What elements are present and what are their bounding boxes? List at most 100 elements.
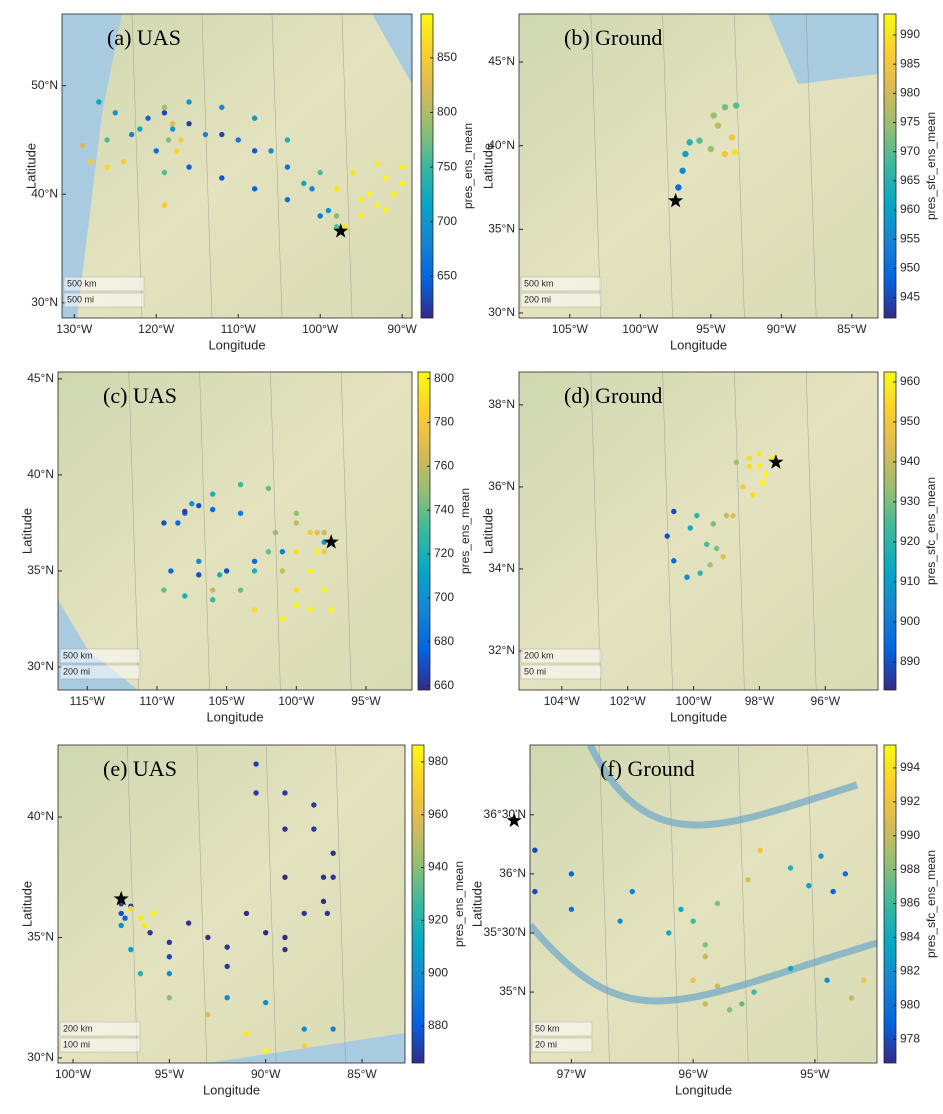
trajectories (664, 451, 776, 580)
trajectory-point (733, 102, 740, 109)
trajectory-point (730, 512, 736, 519)
trajectory-point (96, 99, 102, 105)
colorbar-tick-label: 760 (434, 458, 454, 472)
map-frame (518, 13, 879, 319)
x-tick-label: 100°W (622, 322, 659, 336)
scale-bar-label: 200 km (524, 650, 554, 660)
colorbar-tick-label: 980 (900, 86, 920, 100)
scale-bar (63, 276, 145, 292)
trajectory-point (568, 906, 575, 913)
trajectory-point (723, 512, 730, 519)
trajectory-point (760, 480, 766, 486)
colorbar-tick-label: 980 (428, 754, 448, 768)
trajectory-point (671, 508, 677, 515)
y-tick-label: 30°N (488, 305, 515, 319)
trajectory-point (728, 134, 736, 141)
trajectory-point (219, 104, 225, 111)
border-line (271, 14, 283, 318)
colorbar-tick-label: 988 (900, 862, 920, 876)
scale-bar-label: 500 mi (67, 294, 94, 304)
trajectory-point (745, 877, 751, 883)
trajectory-point (399, 180, 405, 187)
x-tick-label: 130°W (56, 322, 93, 336)
map-background (58, 372, 412, 690)
colorbar (417, 371, 431, 691)
trajectory-point (842, 871, 849, 877)
site-marker (113, 890, 129, 906)
trajectory-point (330, 850, 336, 856)
trajectory-point (317, 213, 323, 219)
trajectory-point (137, 126, 143, 132)
y-tick-label: 30°N (27, 659, 54, 673)
trajectory-point (710, 112, 717, 119)
trajectory-point (311, 802, 317, 808)
trajectory-point (141, 922, 148, 929)
x-tick-label: 110°W (139, 694, 175, 708)
scale-bar (59, 1021, 141, 1037)
y-tick-label: 36°N (488, 479, 515, 493)
border-line (131, 14, 143, 318)
trajectory-point (675, 184, 682, 191)
trajectory-point (756, 451, 763, 457)
scale-bar-label: 200 mi (524, 294, 551, 304)
colorbar-tick-label: 960 (428, 807, 448, 821)
colorbar-label: pres_sfc_ens_mean (924, 112, 938, 220)
x-tick-label: 100°W (302, 322, 339, 336)
trajectory-point (756, 463, 763, 470)
trajectory-point (301, 180, 307, 187)
trajectory-point (707, 145, 715, 153)
colorbar-label: pres_ens_mean (452, 861, 466, 947)
trajectory-point (508, 859, 513, 864)
colorbar-tick-label: 800 (437, 105, 457, 119)
trajectory-point (262, 1048, 269, 1054)
x-tick-label: 98°W (745, 694, 775, 708)
trajectory-point (532, 847, 538, 853)
trajectory-point (147, 929, 153, 936)
trajectories (161, 481, 334, 622)
river (530, 745, 877, 1005)
trajectory-point (224, 995, 230, 1001)
x-axis-label: Longitude (206, 709, 263, 724)
colorbar-tick-label: 850 (437, 50, 457, 64)
trajectory-point (166, 939, 173, 946)
trajectory-point (678, 906, 684, 913)
panel: 97°W 96°W 95°W35°N35°30'N36°N36°30'NLongit… (469, 744, 938, 1097)
trajectory-point (253, 761, 259, 767)
trajectory-point (707, 562, 713, 568)
trajectory-point (325, 207, 332, 214)
trajectory-point (202, 131, 209, 138)
scale-bar (520, 292, 602, 308)
trajectory-point (237, 481, 244, 488)
colorbar-tick-label: 990 (900, 828, 920, 842)
x-tick-label: 115°W (70, 694, 106, 708)
trajectory-point (237, 587, 244, 593)
x-tick-label: 96°W (678, 1067, 708, 1081)
colorbar-tick-label: 986 (900, 896, 920, 910)
trajectory-point (282, 934, 288, 941)
panel-title: (f) Ground (600, 756, 695, 781)
colorbar-tick-label: 800 (434, 371, 454, 385)
trajectory-point (165, 137, 172, 143)
trajectory-point (324, 910, 331, 917)
trajectory-point (284, 164, 291, 170)
trajectory-point (617, 918, 623, 924)
trajectory-point (713, 545, 720, 552)
trajectory-point (739, 1001, 745, 1007)
y-tick-label: 36°N (499, 866, 526, 880)
x-axis-label: Longitude (670, 337, 727, 352)
trajectory-point (216, 572, 223, 578)
x-tick-label: 90°W (767, 322, 797, 336)
trajectory-point (293, 520, 300, 526)
trajectory-point (666, 930, 672, 936)
trajectory-point (282, 874, 288, 880)
trajectory-point (251, 558, 258, 565)
colorbar-tick-label: 984 (900, 930, 920, 944)
trajectory-point (726, 1007, 733, 1013)
trajectory-point (265, 485, 272, 492)
trajectory-point (161, 520, 167, 526)
colorbar-tick-label: 720 (434, 546, 454, 560)
trajectory-point (219, 175, 225, 181)
trajectory-point (720, 553, 726, 560)
trajectory-point (830, 888, 836, 895)
y-tick-label: 35°N (488, 221, 515, 235)
